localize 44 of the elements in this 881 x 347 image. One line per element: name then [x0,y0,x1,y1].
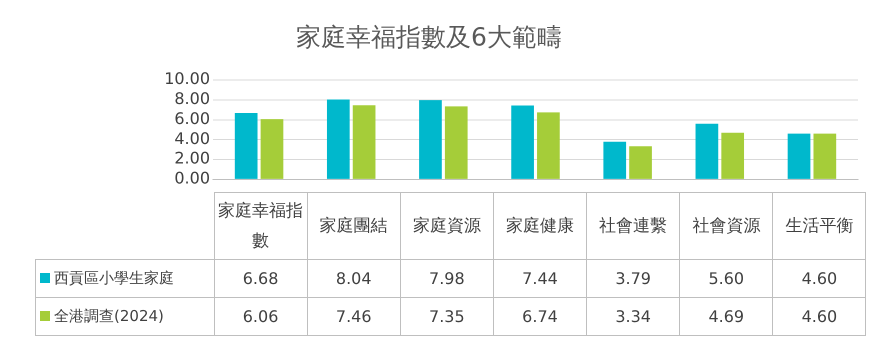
data-label: 8.04 [307,260,400,298]
bar [696,124,718,179]
x-tick-label: 社會連繫 [586,192,680,260]
bar [813,134,836,179]
bar [788,134,810,179]
legend-label: 西貢區小學生家庭 [36,260,214,298]
y-tick-label: 8.00 [174,89,210,108]
data-label: 6.74 [493,298,587,336]
data-label: 6.68 [214,260,308,298]
y-tick-label: 2.00 [174,148,210,168]
y-tick-label: 0.00 [174,168,210,188]
bar [629,146,652,179]
data-label: 7.46 [307,298,400,336]
data-label: 6.06 [214,298,308,336]
bar [537,112,560,179]
data-label: 4.69 [680,298,773,336]
x-tick-label: 社會資源 [680,192,773,260]
bar [260,119,284,179]
bar [721,132,744,179]
y-tick-label: 10.00 [164,69,210,88]
x-tick-label: 家庭資源 [400,192,494,260]
x-tick-label: 家庭健康 [493,192,587,260]
x-tick-label: 家庭幸福指數 [214,192,308,260]
data-label: 3.79 [586,260,680,298]
bar [234,113,258,179]
bar [419,100,442,179]
y-tick-label: 4.00 [174,128,210,148]
data-label: 7.35 [400,298,494,336]
data-label: 7.44 [493,260,587,298]
bar [511,105,534,179]
data-label: 5.60 [680,260,773,298]
data-label: 4.60 [772,260,866,298]
bar [352,105,376,179]
data-label: 7.98 [400,260,494,298]
chart-title: 家庭幸福指數及6大範疇 [296,22,562,52]
legend-label: 全港調查(2024) [36,298,214,336]
bar [444,106,468,179]
x-tick-label: 生活平衡 [772,192,866,260]
bar [603,142,626,179]
x-tick-label: 家庭團結 [307,192,400,260]
y-tick-label: 6.00 [174,108,210,128]
bar [326,99,350,179]
data-label: 3.34 [586,298,680,336]
data-label: 4.60 [772,298,866,336]
